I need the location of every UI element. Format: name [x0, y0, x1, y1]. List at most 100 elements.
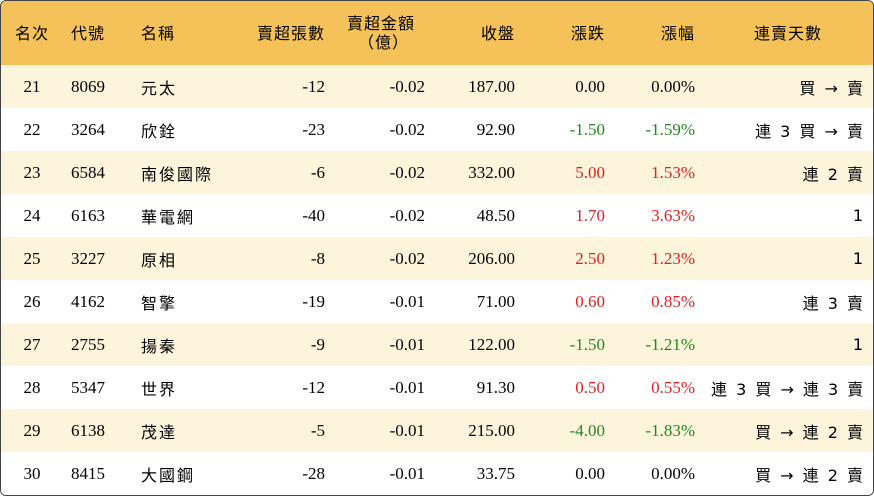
cell-net-sell-lots: -6	[310, 162, 325, 182]
table-row: 27 2755 揚秦 -9 -0.01 122.00 -1.50 -1.21% …	[1, 323, 873, 366]
cell-code: 3227	[71, 248, 105, 268]
cell-net-sell-amount: -0.02	[389, 119, 425, 139]
cell-close: 187.00	[468, 76, 515, 96]
cell-change-pct: 0.85%	[651, 291, 695, 311]
cell-change-pct: -1.59%	[645, 119, 695, 139]
table-row: 26 4162 智擎 -19 -0.01 71.00 0.60 0.85% 連 …	[1, 280, 873, 323]
cell-name: 原相	[141, 250, 178, 270]
cell-change: 0.00	[575, 463, 605, 483]
cell-net-sell-lots: -12	[302, 76, 325, 96]
cell-change-pct: 0.55%	[651, 377, 695, 397]
cell-change-pct: 0.00%	[651, 463, 695, 483]
cell-streak: 連 3 賣	[802, 293, 865, 313]
cell-change: 5.00	[575, 162, 605, 182]
cell-code: 4162	[71, 291, 105, 311]
cell-change: -1.50	[569, 119, 605, 139]
cell-change: -4.00	[569, 420, 605, 440]
cell-rank: 23	[23, 162, 41, 182]
header-rank: 名次	[14, 23, 49, 43]
cell-rank: 25	[23, 248, 41, 268]
cell-net-sell-amount: -0.02	[389, 76, 425, 96]
table-row: 25 3227 原相 -8 -0.02 206.00 2.50 1.23% 1	[1, 237, 873, 280]
cell-net-sell-amount: -0.01	[389, 377, 425, 397]
table-row: 22 3264 欣銓 -23 -0.02 92.90 -1.50 -1.59% …	[1, 108, 873, 151]
header-net-sell-amount-line1: 賣超金額	[346, 14, 415, 33]
cell-close: 332.00	[468, 162, 515, 182]
cell-streak: 買 → 連 2 賣	[755, 465, 865, 485]
cell-streak: 1	[852, 206, 865, 225]
cell-change: 0.60	[575, 291, 605, 311]
cell-name: 大國鋼	[141, 465, 196, 485]
cell-rank: 24	[23, 205, 41, 225]
cell-code: 6163	[71, 205, 105, 225]
table-row: 21 8069 元太 -12 -0.02 187.00 0.00 0.00% 買…	[1, 65, 873, 108]
cell-net-sell-amount: -0.01	[389, 334, 425, 354]
cell-net-sell-lots: -8	[310, 248, 325, 268]
table-row: 30 8415 大國鋼 -28 -0.01 33.75 0.00 0.00% 買…	[1, 452, 873, 495]
cell-change: 0.00	[575, 76, 605, 96]
header-net-sell-amount: 賣超金額 （億）	[333, 1, 433, 65]
cell-name: 欣銓	[141, 121, 178, 141]
cell-net-sell-amount: -0.02	[389, 162, 425, 182]
cell-change-pct: 1.53%	[651, 162, 695, 182]
cell-net-sell-lots: -23	[302, 119, 325, 139]
cell-name: 茂達	[141, 422, 178, 442]
cell-code: 5347	[71, 377, 105, 397]
cell-code: 2755	[71, 334, 105, 354]
cell-close: 206.00	[468, 248, 515, 268]
cell-change: 0.50	[575, 377, 605, 397]
cell-code: 6584	[71, 162, 105, 182]
header-close: 收盤	[480, 23, 515, 43]
table-header: 名次 代號 名稱 賣超張數 賣超金額 （億） 收盤 漲跌 漲幅 連賣天數	[1, 1, 873, 65]
cell-close: 48.50	[476, 205, 515, 225]
table-row: 29 6138 茂達 -5 -0.01 215.00 -4.00 -1.83% …	[1, 409, 873, 452]
cell-net-sell-lots: -28	[302, 463, 325, 483]
header-change-pct: 漲幅	[660, 23, 695, 43]
cell-code: 3264	[71, 119, 105, 139]
cell-net-sell-amount: -0.01	[389, 291, 425, 311]
header-net-sell-lots: 賣超張數	[256, 23, 325, 43]
header-change: 漲跌	[570, 23, 605, 43]
cell-change-pct: 3.63%	[651, 205, 695, 225]
table-body: 21 8069 元太 -12 -0.02 187.00 0.00 0.00% 買…	[1, 65, 873, 495]
cell-net-sell-lots: -9	[310, 334, 325, 354]
cell-close: 215.00	[468, 420, 515, 440]
cell-net-sell-lots: -40	[302, 205, 325, 225]
cell-change: 2.50	[575, 248, 605, 268]
cell-streak: 連 3 買 → 賣	[755, 121, 865, 141]
cell-net-sell-amount: -0.02	[389, 248, 425, 268]
cell-streak: 連 2 賣	[802, 164, 865, 184]
cell-close: 92.90	[476, 119, 515, 139]
cell-rank: 27	[23, 334, 41, 354]
cell-name: 智擎	[141, 293, 178, 313]
cell-rank: 28	[23, 377, 41, 397]
cell-code: 8069	[71, 76, 105, 96]
cell-change-pct: -1.83%	[645, 420, 695, 440]
cell-streak: 1	[852, 249, 865, 268]
cell-net-sell-amount: -0.02	[389, 205, 425, 225]
cell-change: 1.70	[575, 205, 605, 225]
cell-net-sell-amount: -0.01	[389, 420, 425, 440]
table-row: 24 6163 華電網 -40 -0.02 48.50 1.70 3.63% 1	[1, 194, 873, 237]
header-row: 名次 代號 名稱 賣超張數 賣超金額 （億） 收盤 漲跌 漲幅 連賣天數	[1, 1, 873, 65]
cell-name: 揚秦	[141, 336, 178, 356]
table-row: 28 5347 世界 -12 -0.01 91.30 0.50 0.55% 連 …	[1, 366, 873, 409]
cell-close: 122.00	[468, 334, 515, 354]
cell-net-sell-amount: -0.01	[389, 463, 425, 483]
cell-net-sell-lots: -5	[310, 420, 325, 440]
cell-net-sell-lots: -19	[302, 291, 325, 311]
cell-rank: 30	[23, 463, 41, 483]
header-name: 名稱	[141, 23, 176, 43]
cell-name: 世界	[141, 379, 178, 399]
table-row: 23 6584 南俊國際 -6 -0.02 332.00 5.00 1.53% …	[1, 151, 873, 194]
cell-change-pct: 1.23%	[651, 248, 695, 268]
cell-change: -1.50	[569, 334, 605, 354]
cell-name: 華電網	[141, 207, 196, 227]
cell-change-pct: -1.21%	[645, 334, 695, 354]
cell-streak: 1	[852, 335, 865, 354]
cell-rank: 29	[23, 420, 41, 440]
cell-close: 71.00	[476, 291, 515, 311]
cell-name: 元太	[141, 78, 178, 98]
cell-streak: 買 → 賣	[799, 78, 865, 98]
